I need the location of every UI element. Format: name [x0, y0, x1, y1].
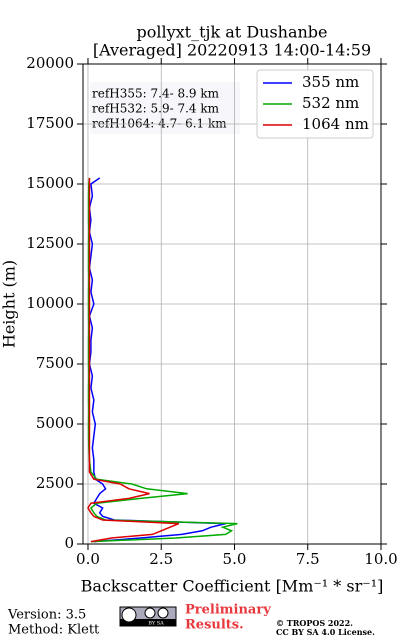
badge-text: BY SA [148, 621, 164, 627]
preliminary: Preliminary [185, 603, 271, 618]
version: Version: 3.5 [7, 608, 86, 623]
annotation: refH1064: 4.7- 6.1 km [92, 117, 227, 131]
profile-line [88, 177, 226, 543]
y-tick-label: 2500 [36, 474, 74, 492]
profile-line [87, 178, 180, 543]
annotation-box [90, 82, 240, 134]
y-tick-label: 15000 [26, 174, 74, 192]
y-tick-label: 12500 [26, 234, 74, 252]
x-tick-label: 5.0 [223, 550, 247, 568]
annotation: refH355: 7.4- 8.9 km [92, 87, 220, 101]
y-tick-label: 0 [64, 534, 74, 552]
preliminary: Results. [185, 618, 244, 633]
legend-label: 532 nm [302, 94, 359, 112]
x-tick-label: 7.5 [296, 550, 320, 568]
x-tick-label: 2.5 [149, 550, 173, 568]
profile-line [87, 177, 238, 543]
chart-title: [Averaged] 20220913 14:00-14:59 [93, 41, 371, 60]
cc-badge: BY SA [119, 606, 177, 627]
annotation: refH532: 5.9- 7.4 km [92, 102, 220, 116]
y-tick-label: 5000 [36, 414, 74, 432]
plot-frame [82, 63, 382, 545]
y-axis-label: Height (m) [0, 260, 19, 348]
legend-label: 1064 nm [302, 115, 369, 133]
legend-label: 355 nm [302, 73, 359, 91]
copyright: CC BY SA 4.0 License. [276, 627, 375, 637]
legend-box [256, 69, 374, 139]
y-tick-label: 7500 [36, 354, 74, 372]
y-tick-label: 17500 [26, 114, 74, 132]
chart-title: pollyxt_tjk at Dushanbe [136, 23, 327, 42]
y-tick-label: 10000 [26, 294, 74, 312]
x-tick-label: 0.0 [76, 550, 100, 568]
x-axis-label: Backscatter Coefficient [Mm⁻¹ * sr⁻¹] [81, 577, 384, 596]
x-tick-label: 10.0 [364, 550, 397, 568]
copyright: © TROPOS 2022. [276, 618, 353, 628]
method: Method: Klett [8, 623, 100, 638]
y-tick-label: 20000 [26, 54, 74, 72]
